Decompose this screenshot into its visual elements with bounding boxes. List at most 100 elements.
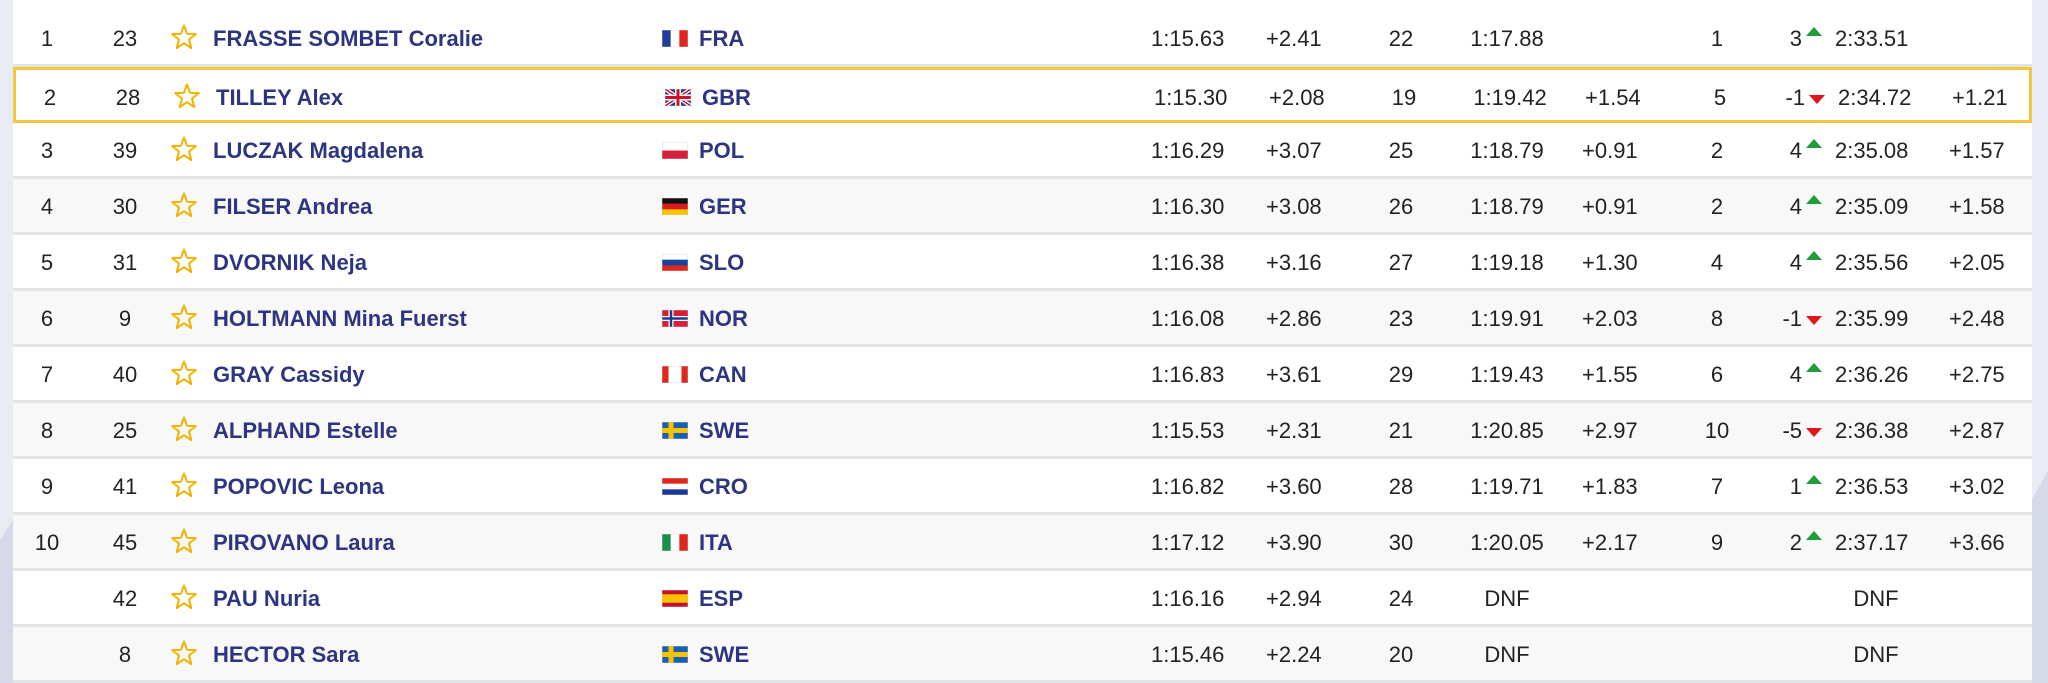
name[interactable]: HECTOR Sara [213,642,360,667]
favorite-star[interactable] [170,23,198,51]
result-row[interactable]: 8 HECTOR Sara SWE 1:15.46 +2.24 20 DNF DNF [13,627,2032,683]
flag [662,254,688,271]
run2-diff: +1.30 [1582,250,1638,275]
result-row[interactable]: 3 39 LUCZAK Magdalena POL 1:16.29 +3.07 25 1:18… [13,123,2032,179]
name[interactable]: FILSER Andrea [213,194,373,219]
arrow-down [1806,316,1822,325]
bib: 41 [112,474,138,499]
result-row[interactable]: 4 30 FILSER Andrea GER 1:16.30 +3.08 26 1:18.79… [13,179,2032,235]
name[interactable]: DVORNIK Neja [213,250,368,275]
result-row[interactable]: 42 PAU Nuria ESP 1:16.16 +2.94 24 DNF DNF [13,571,2032,627]
favorite-star[interactable] [170,639,198,667]
favorite-star[interactable] [170,415,198,443]
result-row[interactable]: 5 31 DVORNIK Neja SLO 1:16.38 +3.16 27 1:19.18 +… [13,235,2032,291]
run2-diff: +0.91 [1582,194,1638,219]
bib: 30 [112,194,138,219]
flag [665,89,691,106]
bib: 23 [112,26,138,51]
run2-time: 1:20.05 [1470,530,1544,555]
run1-rank: 27 [1388,250,1414,275]
run1-rank: 29 [1388,362,1414,387]
run1-time: 1:15.53 [1151,418,1225,443]
name[interactable]: ALPHAND Estelle [213,418,398,443]
results-table: 1 23 FRASSE SOMBET Coralie FRA 1:15.63 +2.41 2… [13,0,2032,683]
favorite-star[interactable] [170,135,198,163]
arrow-up [1806,27,1822,36]
name[interactable]: FRASSE SOMBET Coralie [213,26,484,51]
favorite-star[interactable] [170,527,198,555]
rank: 4 [40,194,54,219]
bib: 42 [112,586,138,611]
run1-rank: 19 [1391,85,1417,110]
rank: 7 [40,362,54,387]
change: -1 [1785,85,1805,110]
arrow-up [1806,475,1822,484]
arrow-up [1806,531,1822,540]
run2-rank: 1 [1710,26,1724,51]
name[interactable]: POPOVIC Leona [213,474,385,499]
name[interactable]: LUCZAK Magdalena [213,138,424,163]
run1-time: 1:17.12 [1151,530,1225,555]
run2-rank: 7 [1710,474,1724,499]
flag [662,422,688,439]
total: 2:36.26 [1835,362,1909,387]
nation: CAN [699,362,747,387]
favorite-star[interactable] [170,359,198,387]
nation: CRO [699,474,748,499]
result-row[interactable]: 9 41 POPOVIC Leona CRO 1:16.82 +3.60 28 1:19.71… [13,459,2032,515]
result-row[interactable]: 10 45 PIROVANO Laura ITA 1:17.12 +3.90 30 1:20.… [13,515,2032,571]
arrow-up [1806,139,1822,148]
total: 2:35.99 [1835,306,1909,331]
favorite-star[interactable] [170,583,198,611]
favorite-star[interactable] [170,303,198,331]
favorite-star[interactable] [170,191,198,219]
flag [662,142,688,159]
bib: 9 [118,306,132,331]
result-row[interactable]: 8 25 ALPHAND Estelle SWE 1:15.53 +2.31 21 1:20.… [13,403,2032,459]
run2-time: 1:20.85 [1470,418,1544,443]
run1-diff: +2.08 [1269,85,1325,110]
favorite-star[interactable] [173,82,201,110]
result-row[interactable]: 2 28 TILLEY Alex GBR 1:15.30 +2.08 19 1:19.42 +1… [13,67,2032,123]
result-row[interactable]: 6 9 HOLTMANN Mina Fuerst NOR 1:16.08 +2.86 23 1… [13,291,2032,347]
result-row[interactable]: 1 23 FRASSE SOMBET Coralie FRA 1:15.63 +2.41 2… [13,11,2032,67]
change: 1 [1789,474,1802,499]
run1-time: 1:15.30 [1154,85,1228,110]
total: 2:37.17 [1835,530,1909,555]
total-diff: +2.05 [1949,250,2005,275]
arrow-up [1806,363,1822,372]
bib: 45 [112,530,138,555]
change: 2 [1789,530,1802,555]
name[interactable]: HOLTMANN Mina Fuerst [213,306,467,331]
run1-time: 1:16.16 [1151,586,1225,611]
name[interactable]: TILLEY Alex [216,85,344,110]
bib: 40 [112,362,138,387]
change: -5 [1782,418,1802,443]
name[interactable]: PIROVANO Laura [213,530,395,555]
favorite-star[interactable] [170,471,198,499]
total: 2:35.09 [1835,194,1909,219]
result-row[interactable]: 7 40 GRAY Cassidy CAN 1:16.83 +3.61 29 1:19.43 +… [13,347,2032,403]
run2-time: 1:19.18 [1470,250,1544,275]
flag [662,534,688,551]
run2-diff: +2.97 [1582,418,1638,443]
flag [662,646,688,663]
run2-diff: +0.91 [1582,138,1638,163]
run2-diff: +1.55 [1582,362,1638,387]
run1-diff: +2.31 [1266,418,1322,443]
arrow-down [1806,428,1822,437]
run1-time: 1:15.63 [1151,26,1225,51]
run2-rank: 8 [1710,306,1724,331]
run1-time: 1:16.08 [1151,306,1225,331]
name[interactable]: GRAY Cassidy [213,362,365,387]
run1-rank: 22 [1388,26,1414,51]
total: 2:36.38 [1835,418,1909,443]
bib: 39 [112,138,138,163]
run1-time: 1:16.83 [1151,362,1225,387]
rank: 1 [40,26,54,51]
run1-diff: +2.94 [1266,586,1322,611]
name[interactable]: PAU Nuria [213,586,321,611]
run2-time: 1:17.88 [1470,26,1544,51]
total-diff: +1.21 [1952,85,2008,110]
favorite-star[interactable] [170,247,198,275]
